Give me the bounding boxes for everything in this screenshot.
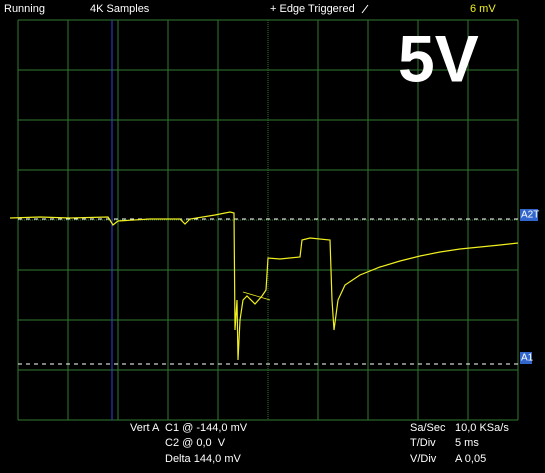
trigger-mode: + Edge Triggered xyxy=(270,3,355,15)
vert-channel: Vert A xyxy=(130,422,160,434)
cursor-delta: Delta 144,0 mV xyxy=(165,453,241,465)
sample-count: 4K Samples xyxy=(90,3,150,15)
marker-a1: A1 xyxy=(521,353,534,364)
waveform xyxy=(9,211,519,361)
waveform-noise xyxy=(242,291,271,301)
cursor-c2: C2 @ 0,0 V xyxy=(165,437,226,449)
tdiv-label: T/Div xyxy=(410,437,436,449)
vdiv-value: A 0,05 xyxy=(455,453,486,465)
trigger-slope-icon xyxy=(361,4,369,14)
rate-value: 10,0 KSa/s xyxy=(455,422,509,434)
tdiv-value: 5 ms xyxy=(455,437,479,449)
graticule xyxy=(17,19,519,421)
marker-a2t: A2T xyxy=(521,210,539,221)
run-state: Running xyxy=(4,3,45,15)
rate-label: Sa/Sec xyxy=(410,422,446,434)
voltage-overlay: 5V xyxy=(398,21,479,95)
vdiv-label: V/Div xyxy=(410,453,437,465)
cursor-c1: C1 @ -144,0 mV xyxy=(165,422,248,434)
marker-badge xyxy=(520,352,532,364)
trigger-level: 6 mV xyxy=(470,3,496,15)
marker-badge xyxy=(520,209,538,221)
